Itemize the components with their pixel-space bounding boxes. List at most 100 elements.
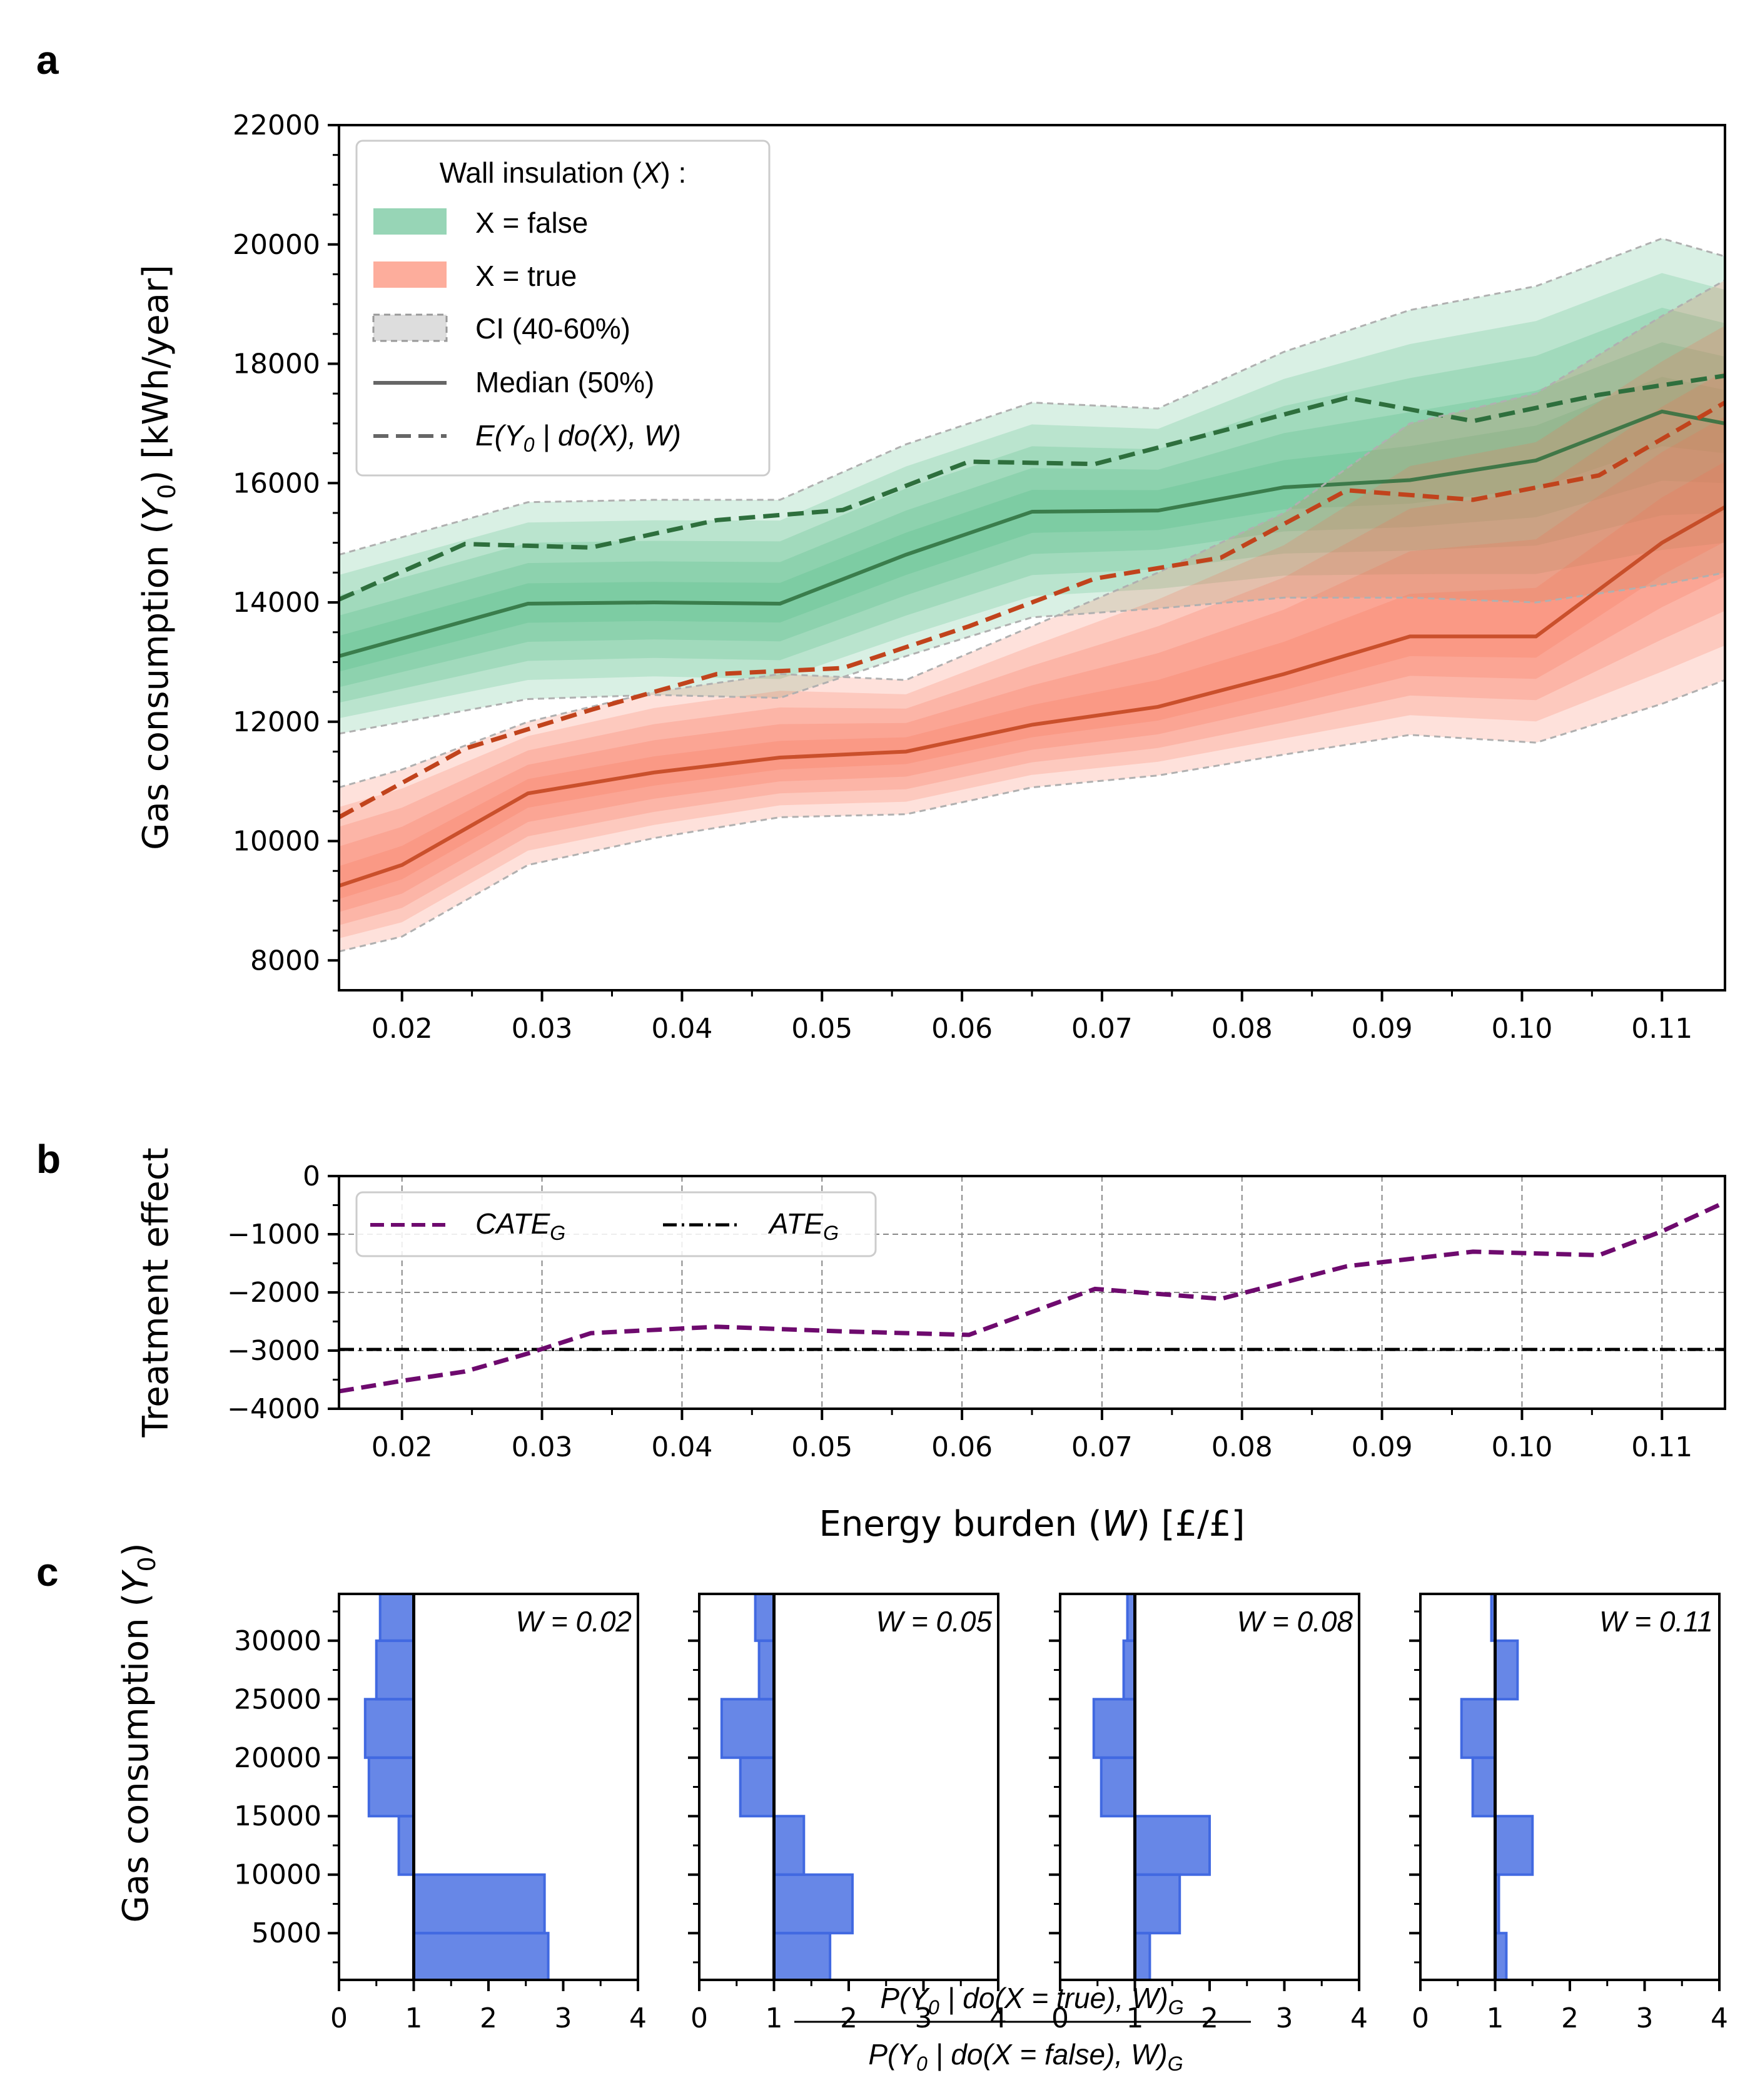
- c-xtick-label-3-4: 4: [1711, 2002, 1728, 2034]
- hist-bar-0-0: [412, 1932, 550, 1982]
- hist-bar-3-2: [1494, 1815, 1534, 1876]
- hist-bar-2-5: [1122, 1639, 1136, 1701]
- hist-label-3: W = 0.11: [1599, 1605, 1713, 1638]
- a-xtick-label-2: 0.04: [651, 1013, 712, 1045]
- hist-bar-2-3: [1100, 1756, 1136, 1818]
- b-xtick-label-5: 0.07: [1071, 1431, 1133, 1463]
- hist-label-2: W = 0.08: [1237, 1605, 1353, 1638]
- band-false-1: [339, 273, 1725, 719]
- panel-b-chart: 0.02 0.03 0.04 0.05 0.06 0.07 0.08 0.09 0.10 0.11…: [136, 1148, 1726, 1545]
- a-xtick-label-6: 0.08: [1211, 1013, 1273, 1045]
- a-xtick-label-1: 0.03: [512, 1013, 573, 1045]
- a-xtick-label-9: 0.11: [1631, 1013, 1692, 1045]
- hist-label-1: W = 0.05: [876, 1605, 993, 1638]
- c-xtick-label-2-0: 0: [1051, 2002, 1069, 2034]
- hist-bar-1-2: [772, 1815, 806, 1876]
- legend-swatch-true: [373, 261, 447, 288]
- c-ytick-label-2: 15000: [234, 1800, 321, 1832]
- a-ytick-label-0: 8000: [250, 945, 320, 976]
- hist-subplot-2: W = 0.08 0 1 2 3 4: [1049, 1593, 1368, 2034]
- a-ytick-label-7: 22000: [233, 109, 320, 141]
- hist-bar-0-2: [397, 1815, 415, 1876]
- panel-label-a: a: [36, 38, 59, 83]
- ci-lower-false: [339, 571, 1725, 735]
- b-xtick-label-1: 0.03: [512, 1431, 573, 1463]
- hist-frame-3: [1419, 1593, 1721, 1981]
- band-false-0: [339, 238, 1725, 734]
- hist-bar-0-4: [363, 1698, 415, 1759]
- c-xtick-label-0-3: 3: [555, 2002, 572, 2034]
- c-xtick-label-2-4: 4: [1350, 2002, 1368, 2034]
- b-xtick-label-4: 0.06: [931, 1431, 993, 1463]
- c-xtick-label-3-0: 0: [1412, 2002, 1429, 2034]
- b-xtick-label-0: 0.02: [372, 1431, 433, 1463]
- a-xtick-label-7: 0.09: [1352, 1013, 1413, 1045]
- hist-bar-3-3: [1471, 1756, 1497, 1818]
- panel-b-xlabel: Energy burden (W) [£/£]: [819, 1504, 1245, 1545]
- panel-c-ylabel: Gas consumption (Y0): [116, 1543, 161, 1922]
- panel-a-chart: 8000 10000 12000 14000 16000 18000 20000 22000 0…: [136, 109, 1726, 1045]
- c-xtick-label-3-2: 2: [1561, 2002, 1579, 2034]
- median-line-false: [339, 409, 1725, 658]
- panel-c-charts: W = 0.020 1 2 3 4500010000150002000025000300…: [234, 1593, 1728, 2034]
- expected-line-true: [339, 400, 1725, 819]
- panel-c-xlabel: P(Y0 | do(X = true), W)G P(Y0 | do(X = f…: [794, 1982, 1251, 2075]
- hist-bar-2-4: [1092, 1698, 1136, 1759]
- c-ytick-label-4: 25000: [234, 1683, 321, 1715]
- legend-entry-median: Median (50%): [475, 366, 654, 398]
- a-xtick-label-8: 0.10: [1491, 1013, 1552, 1045]
- c-xtick-label-1-3: 3: [915, 2002, 933, 2034]
- legend-swatch-false: [373, 208, 447, 235]
- c-ytick-label-1: 10000: [234, 1859, 321, 1891]
- panel-b-legend: CATEG ATEG: [355, 1191, 877, 1257]
- hist-bar-2-2: [1133, 1815, 1211, 1876]
- b-xtick-label-9: 0.11: [1631, 1431, 1692, 1463]
- a-xtick-label-0: 0.02: [372, 1013, 433, 1045]
- band-false-4: [339, 377, 1725, 672]
- hist-bar-2-1: [1133, 1873, 1181, 1935]
- legend-title: Wall insulation (X) :: [440, 156, 687, 189]
- b-xtick-label-7: 0.09: [1352, 1431, 1413, 1463]
- hist-subplot-1: W = 0.05 0 1 2 3 4: [688, 1593, 1007, 2034]
- hist-bar-1-6: [754, 1593, 776, 1642]
- hist-bar-1-1: [772, 1873, 854, 1935]
- b-xtick-label-8: 0.10: [1491, 1431, 1552, 1463]
- hist-label-0: W = 0.02: [516, 1605, 632, 1638]
- c-xtick-label-0-2: 2: [480, 2002, 497, 2034]
- band-true-2: [339, 370, 1725, 926]
- b-xtick-label-6: 0.08: [1211, 1431, 1273, 1463]
- c-xtick-label-1-2: 2: [840, 2002, 857, 2034]
- hist-bar-1-3: [739, 1756, 776, 1818]
- panel-c-xlabel-denominator: P(Y0 | do(X = false), W)G: [868, 2038, 1183, 2075]
- b-ytick-label-4: −4000: [227, 1393, 320, 1425]
- panel-a-legend: Wall insulation (X) : X = false X = true…: [355, 139, 771, 477]
- legend-entry-false: X = false: [475, 206, 588, 239]
- c-xtick-label-2-2: 2: [1201, 2002, 1218, 2034]
- b-ytick-label-0: 0: [303, 1160, 320, 1192]
- c-xtick-label-0-0: 0: [330, 2002, 348, 2034]
- legend-entry-expected: E(Y0 | do(X), W): [475, 419, 681, 456]
- b-ytick-label-2: −2000: [227, 1277, 320, 1309]
- hist-bar-0-5: [375, 1639, 415, 1701]
- a-ytick-label-2: 12000: [233, 706, 320, 738]
- panel-label-b: b: [36, 1137, 61, 1182]
- c-xtick-label-0-1: 1: [405, 2002, 423, 2034]
- legend-entry-ci: CI (40-60%): [475, 312, 630, 345]
- c-ytick-label-3: 20000: [234, 1742, 321, 1774]
- ci-upper-true: [339, 279, 1725, 789]
- band-true-1: [339, 325, 1725, 939]
- hist-bar-1-4: [720, 1698, 776, 1759]
- b-ytick-label-3: −3000: [227, 1335, 320, 1367]
- a-xtick-label-5: 0.07: [1071, 1013, 1133, 1045]
- hist-bar-1-5: [757, 1639, 776, 1701]
- c-xtick-label-0-4: 4: [629, 2002, 647, 2034]
- c-xtick-label-1-0: 0: [690, 2002, 708, 2034]
- a-ytick-label-4: 16000: [233, 467, 320, 499]
- band-true-0: [339, 280, 1725, 952]
- b-ytick-label-1: −1000: [227, 1219, 320, 1250]
- legend-entry-true: X = true: [475, 260, 577, 292]
- b-xtick-label-2: 0.04: [651, 1431, 712, 1463]
- ci-upper-false: [339, 237, 1725, 556]
- panel-label-c: c: [36, 1550, 59, 1595]
